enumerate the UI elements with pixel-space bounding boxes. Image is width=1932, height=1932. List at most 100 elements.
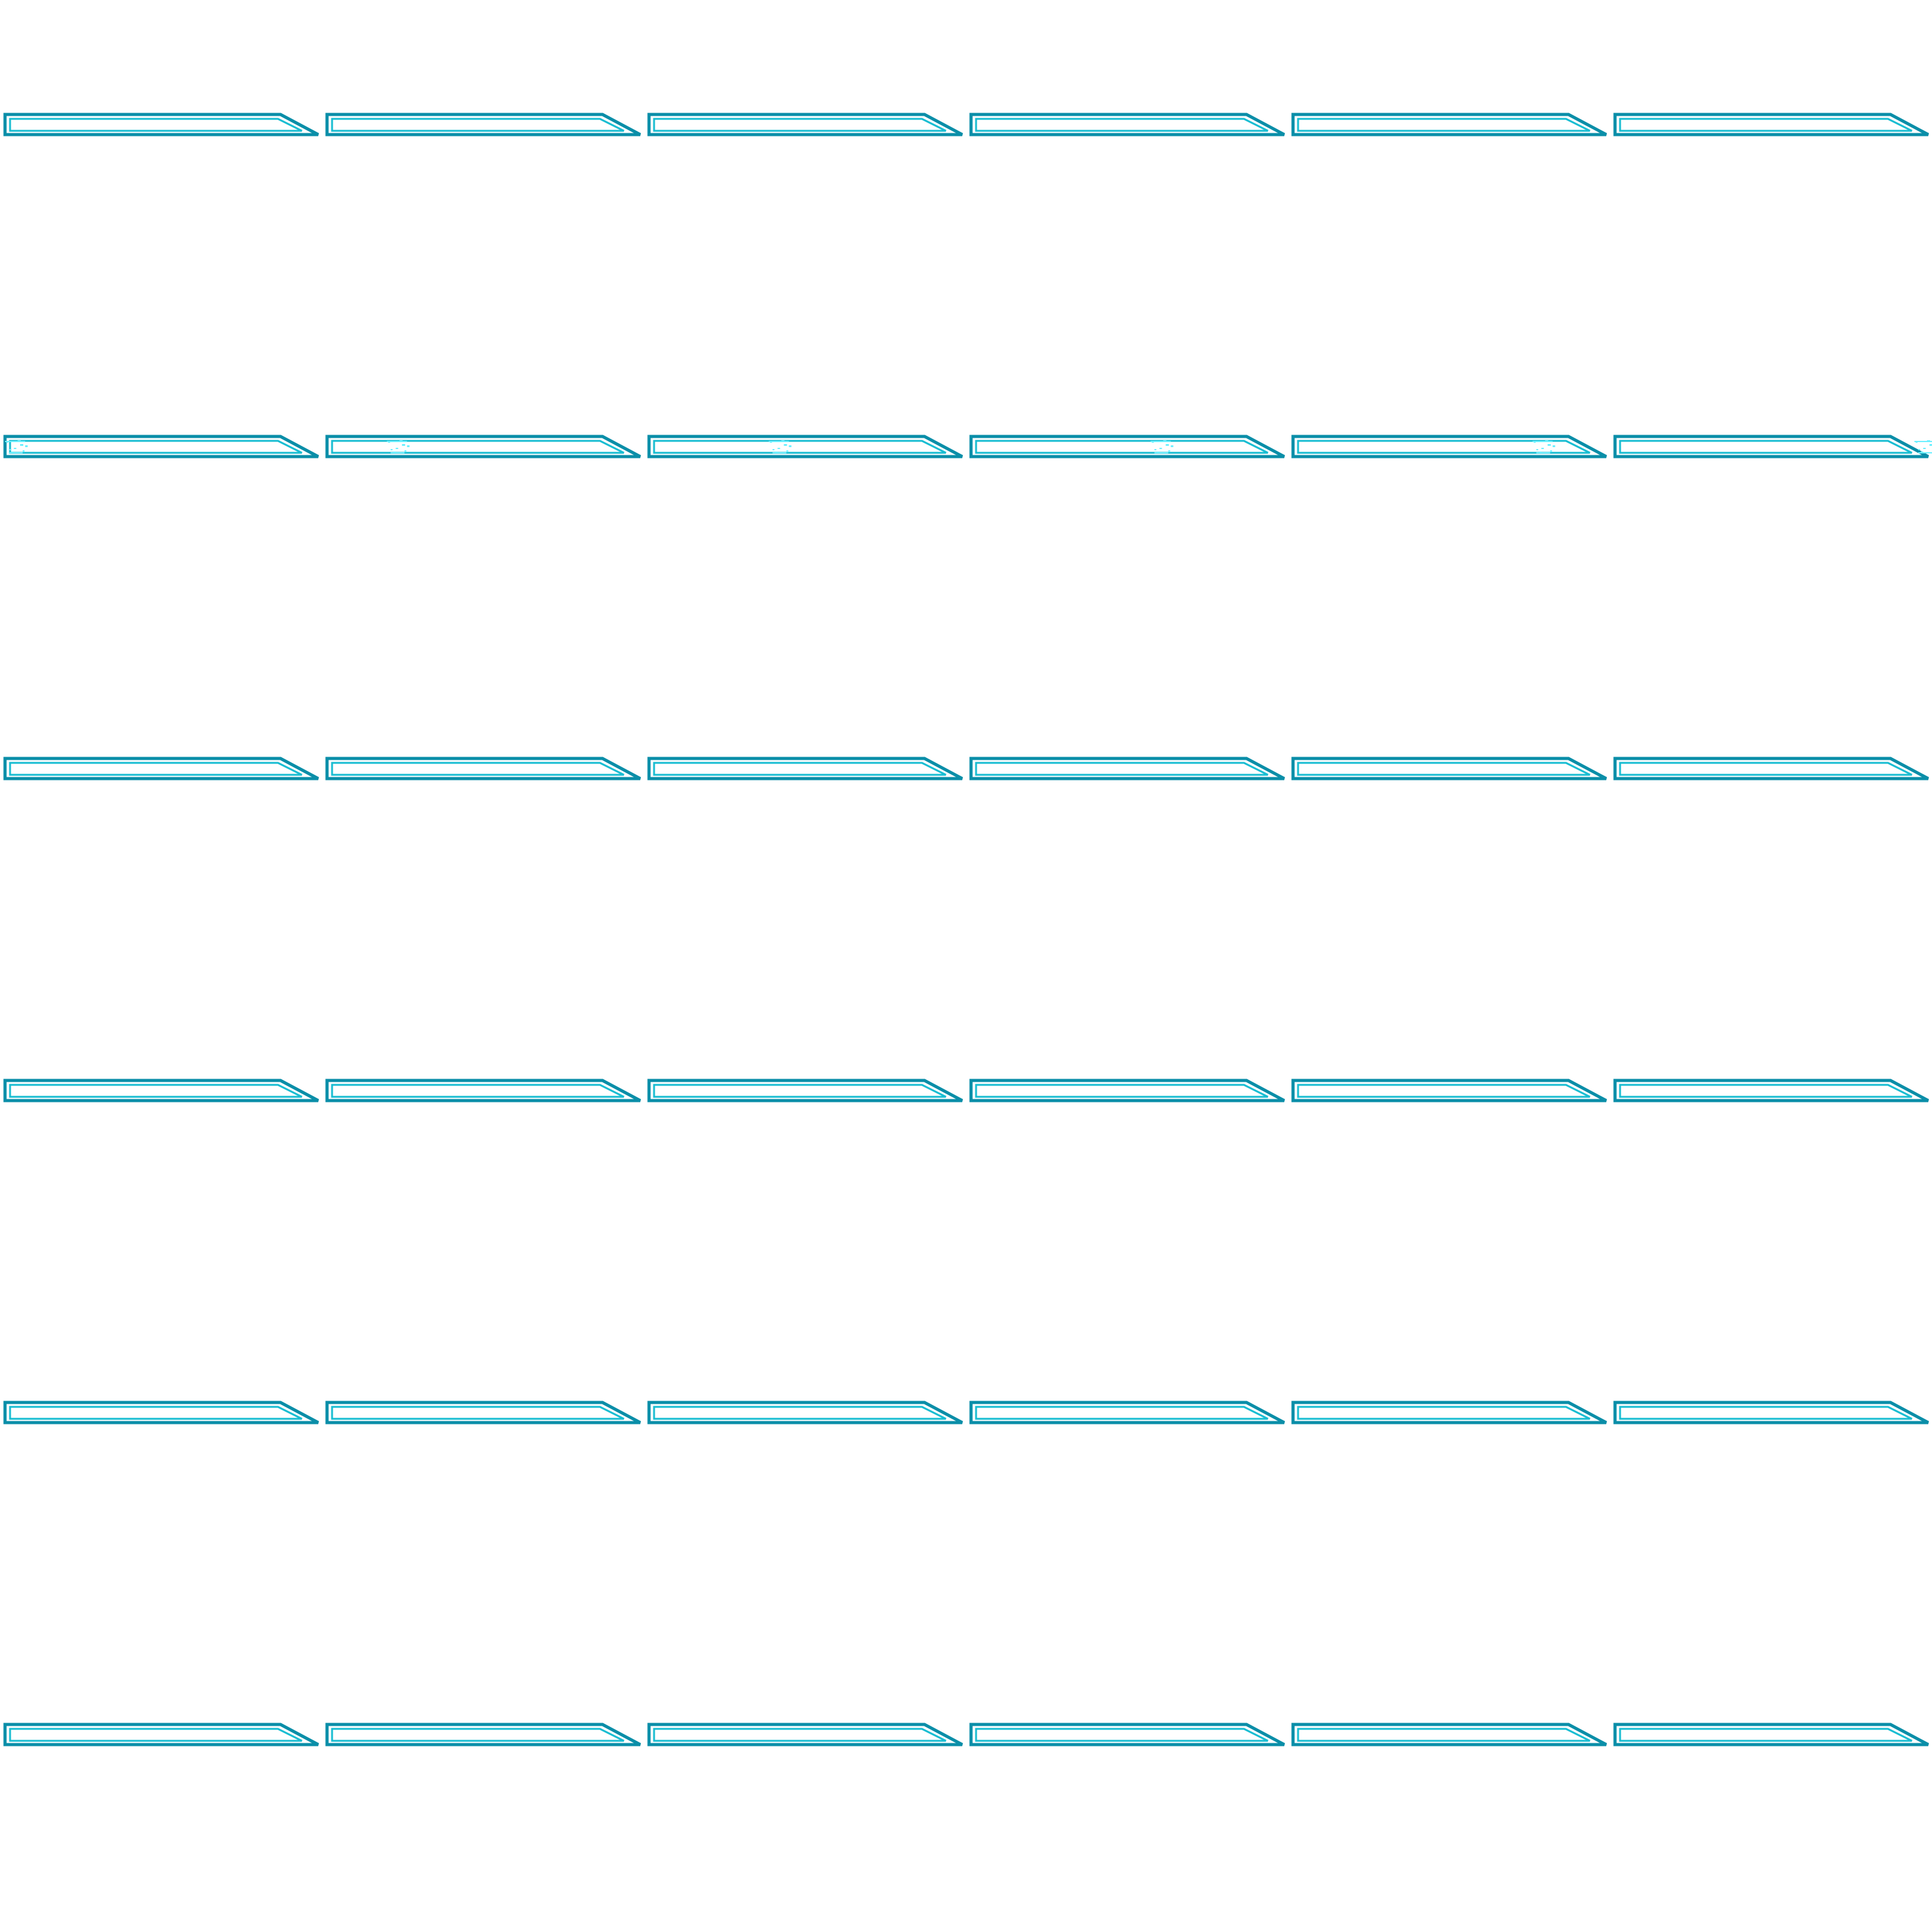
blade-icon — [969, 435, 1285, 458]
blade-bevel — [331, 1084, 625, 1098]
blade-icon — [969, 113, 1285, 136]
sprite-frame — [0, 1288, 322, 1610]
sprite-frame — [1288, 1610, 1610, 1932]
glint-sparkle — [1914, 440, 1932, 453]
blade-icon — [969, 1723, 1285, 1746]
blade-bevel — [1297, 440, 1591, 454]
blade-icon — [1613, 1079, 1929, 1102]
blade-bevel — [1619, 1728, 1913, 1742]
blade-bevel — [1297, 118, 1591, 132]
blade-bevel — [331, 1728, 625, 1742]
blade-bevel — [1619, 1406, 1913, 1420]
blade-icon — [969, 1401, 1285, 1424]
blade-bevel — [653, 762, 947, 776]
sprite-frame — [644, 322, 966, 644]
sprite-frame — [322, 1610, 644, 1932]
blade-bevel — [9, 762, 303, 776]
sprite-frame — [644, 1610, 966, 1932]
sprite-frame — [322, 0, 644, 322]
sprite-frame — [1610, 322, 1932, 644]
sprite-frame — [1610, 1610, 1932, 1932]
blade-bevel — [331, 762, 625, 776]
blade-bevel — [1619, 440, 1913, 454]
blade-bevel — [975, 1406, 1269, 1420]
blade-icon — [1291, 435, 1607, 458]
blade-bevel — [975, 1084, 1269, 1098]
sprite-frame — [322, 644, 644, 966]
blade-icon — [1291, 113, 1607, 136]
blade-icon — [647, 113, 963, 136]
sprite-frame — [966, 966, 1288, 1288]
blade-bevel — [9, 1084, 303, 1098]
glint-sparkle — [387, 440, 410, 453]
blade-bevel — [653, 440, 947, 454]
blade-icon — [3, 435, 319, 458]
blade-bevel — [331, 118, 625, 132]
blade-icon — [1613, 1401, 1929, 1424]
sprite-frame — [966, 1288, 1288, 1610]
blade-icon — [969, 1079, 1285, 1102]
sprite-frame — [322, 966, 644, 1288]
blade-icon — [325, 1079, 641, 1102]
blade-bevel — [9, 1728, 303, 1742]
sprite-frame — [644, 0, 966, 322]
blade-bevel — [1297, 1084, 1591, 1098]
sprite-frame — [0, 1610, 322, 1932]
blade-icon — [969, 757, 1285, 780]
sprite-frame — [1610, 644, 1932, 966]
glint-sparkle — [1532, 440, 1555, 453]
sprite-frame — [966, 644, 1288, 966]
sprite-frame — [322, 322, 644, 644]
sprite-frame — [966, 322, 1288, 644]
sprite-frame — [0, 322, 322, 644]
blade-icon — [3, 113, 319, 136]
blade-icon — [1291, 757, 1607, 780]
blade-bevel — [975, 762, 1269, 776]
blade-bevel — [1297, 1406, 1591, 1420]
sprite-frame — [966, 1610, 1288, 1932]
blade-bevel — [1297, 1728, 1591, 1742]
blade-icon — [3, 1723, 319, 1746]
sprite-frame — [1288, 322, 1610, 644]
blade-icon — [647, 1079, 963, 1102]
blade-icon — [1291, 1723, 1607, 1746]
blade-bevel — [975, 1728, 1269, 1742]
blade-bevel — [653, 1406, 947, 1420]
blade-bevel — [1297, 762, 1591, 776]
blade-bevel — [1619, 762, 1913, 776]
blade-icon — [1613, 435, 1932, 458]
sprite-frame — [644, 644, 966, 966]
blade-icon — [325, 435, 641, 458]
sprite-frame — [644, 1288, 966, 1610]
blade-bevel — [9, 440, 303, 454]
sprite-frame — [1610, 1288, 1932, 1610]
blade-bevel — [975, 118, 1269, 132]
sprite-frame — [0, 644, 322, 966]
glint-sparkle — [769, 440, 792, 453]
blade-bevel — [653, 118, 947, 132]
sprite-frame — [0, 966, 322, 1288]
blade-icon — [3, 1401, 319, 1424]
blade-icon — [647, 1723, 963, 1746]
blade-icon — [325, 1723, 641, 1746]
blade-icon — [325, 113, 641, 136]
sprite-frame — [322, 1288, 644, 1610]
sprite-frame — [1610, 0, 1932, 322]
blade-icon — [1613, 757, 1929, 780]
blade-icon — [1291, 1401, 1607, 1424]
blade-bevel — [9, 118, 303, 132]
sprite-frame — [1610, 966, 1932, 1288]
sprite-frame — [1288, 644, 1610, 966]
blade-icon — [325, 757, 641, 780]
blade-icon — [647, 1401, 963, 1424]
glint-sparkle — [1150, 440, 1174, 453]
glint-sparkle — [5, 440, 28, 453]
sprite-frame — [1288, 1288, 1610, 1610]
blade-icon — [647, 435, 963, 458]
sprite-frame — [644, 966, 966, 1288]
sprite-frame — [1288, 966, 1610, 1288]
blade-bevel — [1619, 118, 1913, 132]
sprite-frame — [1288, 0, 1610, 322]
blade-icon — [325, 1401, 641, 1424]
